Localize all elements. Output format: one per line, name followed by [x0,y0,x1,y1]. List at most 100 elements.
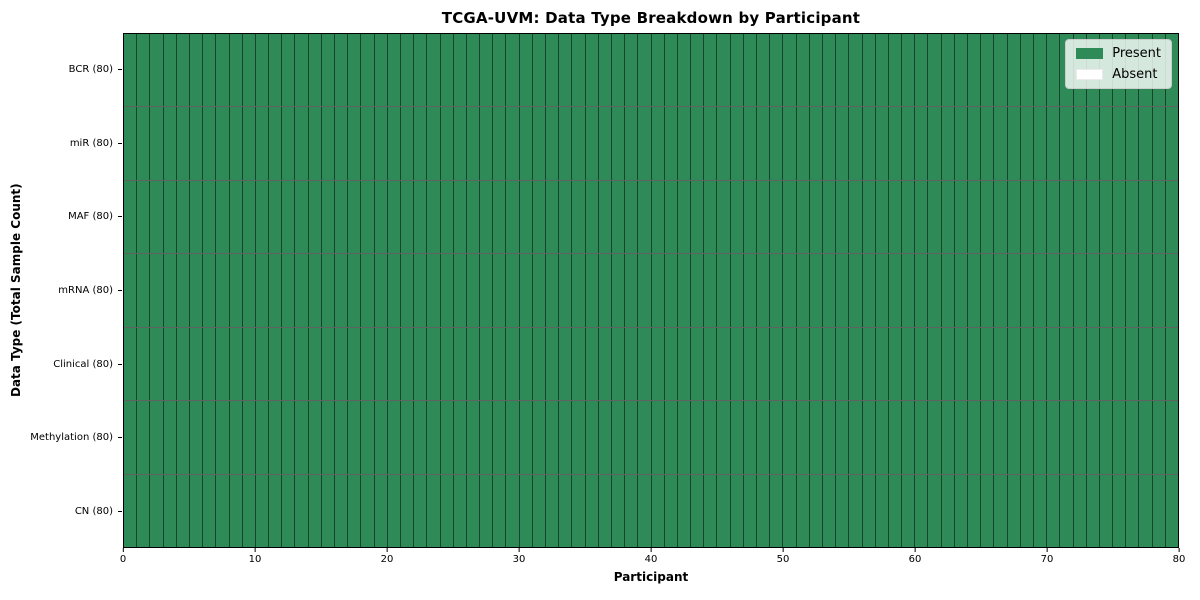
heatmap-cell [875,327,889,401]
heatmap-cell [902,107,916,180]
heatmap-cell [1047,254,1061,327]
heatmap-cell [295,254,309,327]
heatmap-cell [150,474,164,547]
y-tick-label: MAF (80) [68,211,113,223]
heatmap-cell [849,34,863,107]
x-tick-mark [518,548,520,552]
heatmap-cell [915,254,929,327]
heatmap-cell [308,327,322,401]
heatmap-cell [1165,327,1178,401]
heatmap-cell [493,180,507,254]
heatmap-cell [849,180,863,254]
heatmap-cell [717,34,731,107]
heatmap-cell [928,180,942,254]
heatmap-cell [414,401,428,474]
heatmap-cell [704,34,718,107]
heatmap-cell [1126,107,1140,180]
x-tick-50: 50 [777,548,789,565]
heatmap-cell [572,327,586,401]
heatmap-cell [282,474,296,547]
heatmap-cell [625,180,639,254]
heatmap-cell [532,34,546,107]
heatmap-cell [124,107,138,180]
heatmap-cell [387,254,401,327]
heatmap-cell [585,474,599,547]
heatmap-cell [216,180,230,254]
heatmap-cell [348,327,362,401]
heatmap-cell [255,401,270,474]
y-tick-label: Methylation (80) [30,432,113,444]
heatmap-cell [532,180,546,254]
heatmap-cell [189,474,204,547]
heatmap-cell [941,327,955,401]
heatmap-cell [651,180,665,254]
heatmap-cell [493,474,507,547]
heatmap-cell [150,180,164,254]
heatmap-cell [229,474,243,547]
heatmap-cell [638,327,652,401]
heatmap-cell [466,401,481,474]
heatmap-cell [150,401,164,474]
heatmap-cell [691,180,705,254]
heatmap-cell [400,474,415,547]
heatmap-cell [743,474,757,547]
heatmap-cell [664,180,678,254]
heatmap-cell [137,254,151,327]
heatmap-cell [638,180,652,254]
heatmap-cell [928,401,942,474]
heatmap-cell [941,401,955,474]
heatmap-cell [493,34,507,107]
heatmap-cell [519,254,533,327]
heatmap-grid [124,34,1178,547]
heatmap-cell [506,34,520,107]
heatmap-cell [1020,401,1034,474]
heatmap-cell [189,327,204,401]
heatmap-cell [374,327,388,401]
heatmap-cell [1099,327,1114,401]
heatmap-row-mRNA [124,254,1178,328]
y-tick-label: CN (80) [74,505,113,517]
heatmap-cell [888,107,903,180]
heatmap-cell [1047,401,1061,474]
heatmap-cell [559,180,573,254]
heatmap-cell [414,107,428,180]
heatmap-cell [968,34,982,107]
heatmap-cell [875,34,889,107]
heatmap-cell [163,327,177,401]
heatmap-cell [335,180,349,254]
heatmap-cell [242,401,256,474]
heatmap-cell [269,107,283,180]
x-tick-80: 80 [1173,548,1185,565]
heatmap-cell [546,107,560,180]
x-tick-label: 40 [644,554,658,565]
x-tick-mark [122,548,124,552]
heatmap-cell [1099,180,1114,254]
heatmap-cell [176,327,190,401]
heatmap-cell [216,107,230,180]
heatmap-cell [466,327,481,401]
heatmap-cell [387,327,401,401]
heatmap-cell [387,474,401,547]
heatmap-cell [664,34,678,107]
heatmap-cell [203,180,217,254]
heatmap-cell [335,474,349,547]
heatmap-cell [1020,107,1034,180]
heatmap-cell [361,474,375,547]
heatmap-cell [585,327,599,401]
heatmap-cell [691,107,705,180]
heatmap-row-MAF [124,180,1178,255]
heatmap-cell [163,401,177,474]
heatmap-cell [1165,474,1178,547]
heatmap-cell [1020,254,1034,327]
y-tick-label: BCR (80) [68,64,113,76]
heatmap-cell [875,474,889,547]
heatmap-cell [625,107,639,180]
heatmap-cell [242,107,256,180]
chart-title: TCGA-UVM: Data Type Breakdown by Partici… [441,9,861,27]
heatmap-cell [440,327,454,401]
heatmap-cell [730,401,744,474]
heatmap-cell [677,107,692,180]
heatmap-cell [611,474,626,547]
y-tick-MAF: MAF (80) [0,180,123,254]
heatmap-cell [242,474,256,547]
